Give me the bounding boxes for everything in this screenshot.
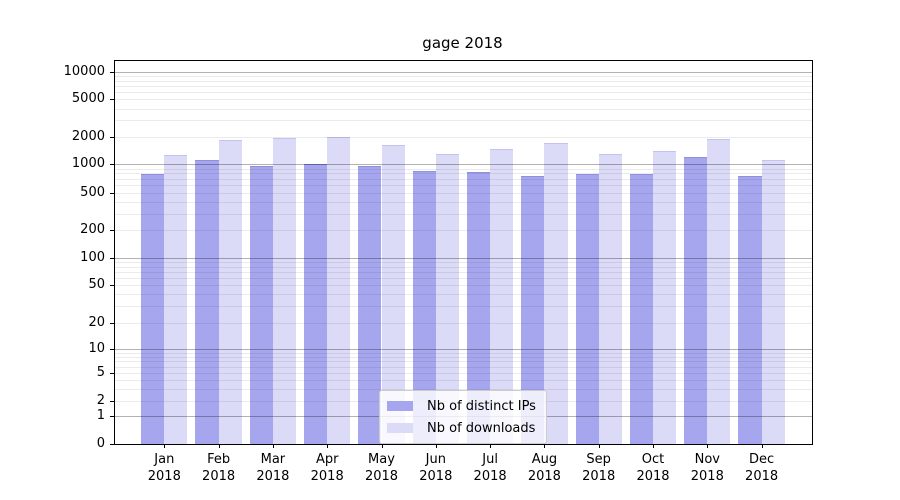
chart-title: gage 2018 [422, 34, 503, 52]
bar-downloads-mar [272, 137, 297, 444]
bar-downloads-nov [707, 139, 731, 444]
y-axis-tick [110, 164, 114, 166]
x-axis-tick [761, 444, 763, 448]
x-axis-tick [435, 444, 437, 448]
bar-distinct-ips-feb [195, 159, 219, 444]
x-axis-tick [218, 444, 220, 448]
x-axis-tick [598, 444, 600, 448]
major-gridline [115, 72, 812, 73]
x-axis-tick-label-oct: Oct 2018 [636, 452, 670, 484]
bar-downloads-jan [164, 155, 188, 444]
y-axis-tick-label: 1000 [71, 156, 105, 172]
x-axis-tick-label-aug: Aug 2018 [527, 452, 561, 484]
bar-distinct-ips-jan [141, 174, 165, 444]
x-axis-tick-label-nov: Nov 2018 [690, 452, 724, 484]
y-axis-tick-label: 2000 [71, 129, 105, 144]
x-axis-tick-label-dec: Dec 2018 [745, 452, 779, 484]
bar-distinct-ips-jul [466, 172, 491, 444]
y-axis-tick-label: 1 [96, 408, 105, 423]
minor-gridline [115, 120, 812, 122]
x-axis-tick [707, 444, 709, 448]
legend-entry-distinct-ips: Nb of distinct IPs [387, 397, 536, 415]
x-axis-tick [381, 444, 383, 448]
x-axis-tick-label-may: May 2018 [364, 452, 399, 484]
minor-gridline [115, 80, 812, 82]
bar-distinct-ips-mar [249, 166, 273, 444]
minor-gridline [115, 137, 812, 138]
minor-gridline [115, 92, 812, 94]
x-axis-tick-label-jul: Jul 2018 [473, 452, 507, 484]
legend: Nb of distinct IPs Nb of downloads [379, 390, 547, 444]
x-axis-tick-label-jun: Jun 2018 [419, 452, 453, 484]
bar-distinct-ips-nov [684, 157, 708, 444]
x-axis-tick [490, 444, 492, 448]
bar-distinct-ips-dec [738, 176, 762, 444]
bar-distinct-ips-sep [575, 173, 599, 444]
bar-distinct-ips-oct [629, 173, 653, 444]
y-axis-tick-label: 50 [88, 277, 105, 292]
bar-downloads-aug [544, 142, 568, 444]
y-axis-tick-label: 20 [88, 315, 105, 330]
y-axis-tick [110, 99, 114, 101]
bar-distinct-ips-aug [521, 175, 545, 444]
bar-distinct-ips-jun [412, 171, 436, 444]
bar-downloads-may [381, 145, 405, 444]
bar-downloads-jun [435, 154, 459, 444]
y-axis-tick-label: 5000 [71, 91, 105, 107]
y-axis-tick-label: 10000 [63, 64, 105, 79]
bar-downloads-oct [653, 150, 677, 444]
bar-downloads-jul [490, 148, 514, 444]
y-axis-tick [110, 257, 114, 259]
y-axis-tick-label: 0 [96, 436, 105, 451]
x-axis-tick [272, 444, 274, 448]
y-axis-tick-label: 200 [80, 222, 105, 238]
y-axis-tick [110, 323, 114, 324]
bar-downloads-dec [761, 159, 785, 444]
x-axis-tick-label-jan: Jan 2018 [147, 452, 181, 484]
y-axis-tick [110, 416, 114, 417]
y-axis-tick [110, 349, 114, 351]
bar-distinct-ips-apr [304, 164, 328, 444]
x-axis-tick [327, 444, 329, 448]
x-axis-tick [653, 444, 654, 448]
bar-downloads-apr [327, 136, 351, 444]
minor-gridline [115, 108, 812, 110]
x-axis-tick-label-apr: Apr 2018 [310, 452, 344, 484]
legend-label-downloads: Nb of downloads [427, 420, 536, 436]
y-axis-tick [110, 401, 114, 402]
minor-gridline [115, 99, 812, 101]
legend-swatch-downloads [387, 423, 413, 433]
y-axis-tick [110, 137, 114, 138]
minor-gridline [115, 76, 812, 78]
x-axis-tick-label-mar: Mar 2018 [256, 452, 290, 484]
y-axis-tick-label: 500 [80, 184, 105, 200]
legend-label-distinct-ips: Nb of distinct IPs [427, 398, 536, 414]
y-axis-tick [110, 72, 114, 73]
x-axis-tick-label-sep: Sep 2018 [582, 452, 616, 484]
legend-entry-downloads: Nb of downloads [387, 419, 536, 437]
minor-gridline [115, 86, 812, 87]
y-axis-tick [110, 372, 114, 374]
x-axis-tick-label-feb: Feb 2018 [202, 452, 236, 484]
x-axis-tick [164, 444, 166, 448]
y-axis-tick [110, 192, 114, 194]
bar-downloads-feb [218, 139, 242, 444]
y-axis-tick-label: 5 [96, 364, 105, 380]
y-axis-tick [110, 285, 114, 286]
y-axis-tick-label: 100 [80, 249, 105, 265]
bar-distinct-ips-may [358, 165, 382, 444]
x-axis-tick [544, 444, 546, 448]
y-axis-tick-label: 2 [96, 393, 105, 408]
y-axis-tick [110, 444, 114, 445]
bar-downloads-sep [598, 154, 622, 444]
y-axis-tick [110, 230, 114, 232]
y-axis-tick-label: 10 [88, 341, 105, 357]
legend-swatch-distinct-ips [387, 401, 413, 411]
